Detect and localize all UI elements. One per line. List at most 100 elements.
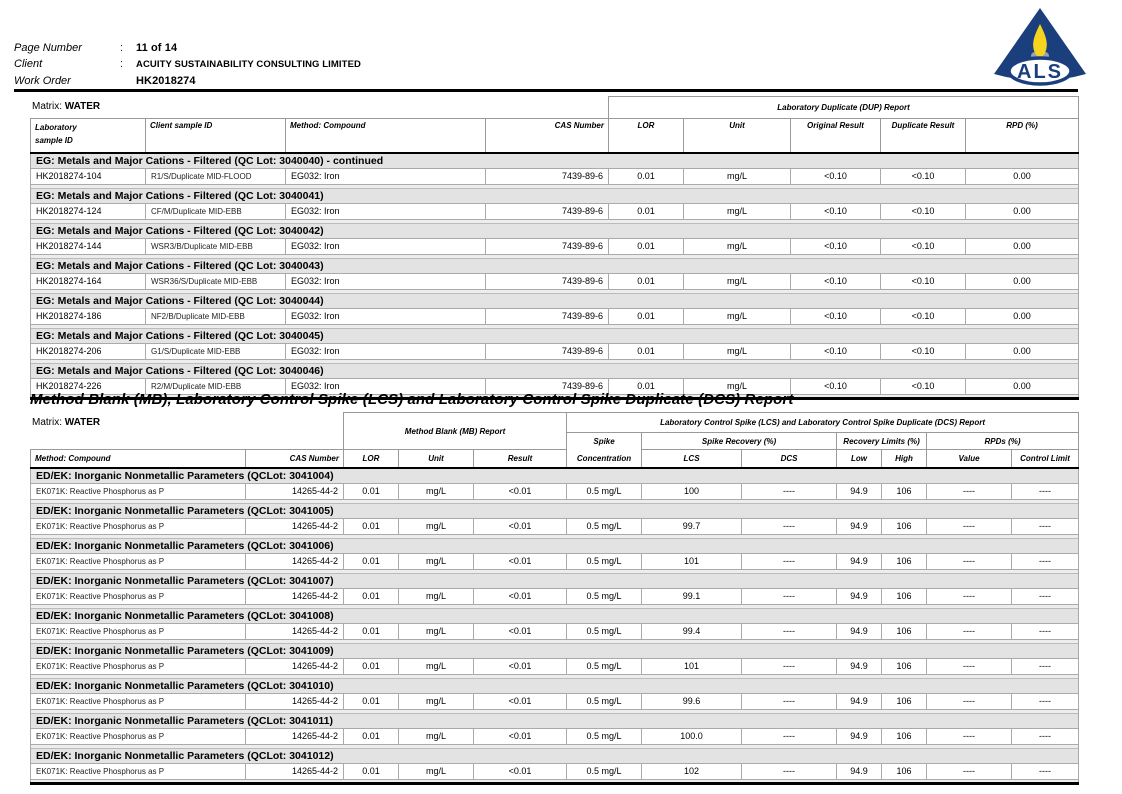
cell-value: ---- <box>926 692 1013 710</box>
qc-lot-group-header: ED/EK: Inorganic Nonmetallic Parameters … <box>29 572 1080 588</box>
cell-compound: EK071K: Reactive Phosphorus as P <box>30 727 246 745</box>
table-row: EK071K: Reactive Phosphorus as P 14265-44… <box>30 692 1080 710</box>
client-value: ACUITY SUSTAINABILITY CONSULTING LIMITED <box>136 59 361 70</box>
cell-rpd: 0.00 <box>964 272 1080 290</box>
cell-duplicate-result: <0.10 <box>880 377 966 395</box>
row-spacer <box>29 639 1080 643</box>
table-row: EK071K: Reactive Phosphorus as P 14265-44… <box>30 517 1080 535</box>
cell-lcs: 99.4 <box>641 622 743 640</box>
cell-original-result: <0.10 <box>790 377 881 395</box>
cell-cas-number: 7439-89-6 <box>485 377 609 395</box>
cell-lor: 0.01 <box>343 587 399 605</box>
header-spacer <box>31 97 609 119</box>
cell-value: ---- <box>926 552 1013 570</box>
cell-compound: EK071K: Reactive Phosphorus as P <box>30 657 246 675</box>
cell-lor: 0.01 <box>608 307 684 325</box>
cell-rpd: 0.00 <box>964 202 1080 220</box>
cell-high: 106 <box>881 482 928 500</box>
table-row: HK2018274-186 NF2/B/Duplicate MID-EBB EG03… <box>30 307 1080 325</box>
cell-client-sample-id: R2/M/Duplicate MID-EBB <box>145 377 286 395</box>
cell-control-limit: ---- <box>1011 762 1080 780</box>
col-header-method-compound: Method: Compound <box>285 118 486 154</box>
cell-compound: EG032: Iron <box>285 272 486 290</box>
cell-lcs: 101 <box>641 657 743 675</box>
table-row: EK071K: Reactive Phosphorus as P 14265-44… <box>30 552 1080 570</box>
cell-duplicate-result: <0.10 <box>880 272 966 290</box>
cell-value: ---- <box>926 517 1013 535</box>
cell-cas-number: 14265-44-2 <box>245 587 344 605</box>
cell-client-sample-id: WSR36/S/Duplicate MID-EBB <box>145 272 286 290</box>
col-header-rpd: RPD (%) <box>964 118 1080 154</box>
cell-dcs: ---- <box>741 727 838 745</box>
cell-value: ---- <box>926 762 1013 780</box>
col-header-unit: Unit <box>398 449 474 469</box>
matrix-prefix: Matrix: <box>32 101 62 112</box>
cell-unit: mg/L <box>683 202 791 220</box>
col-header-dcs: DCS <box>741 449 838 469</box>
als-logo-graphic: ALS <box>994 8 1086 86</box>
cell-high: 106 <box>881 517 928 535</box>
col-header-cas-number: CAS Number <box>245 449 344 469</box>
logo-ellipse <box>1007 56 1073 86</box>
col-header-unit: Unit <box>683 118 791 154</box>
cell-spike-concentration: 0.5 mg/L <box>566 692 643 710</box>
cell-compound: EG032: Iron <box>285 307 486 325</box>
cell-lcs: 100 <box>641 482 743 500</box>
col-header-result: Result <box>472 449 568 469</box>
cell-high: 106 <box>881 657 928 675</box>
qc-lot-group-header: EG: Metals and Major Cations - Filtered … <box>29 257 1080 273</box>
cell-unit: mg/L <box>398 692 474 710</box>
col-header-method-compound: Method: Compound <box>30 449 246 469</box>
cell-lor: 0.01 <box>343 517 399 535</box>
cell-value: ---- <box>926 622 1013 640</box>
cell-low: 94.9 <box>836 762 883 780</box>
header-divider <box>14 89 1078 92</box>
cell-value: ---- <box>926 727 1013 745</box>
cell-original-result: <0.10 <box>790 167 881 185</box>
table-row: EK071K: Reactive Phosphorus as P 14265-44… <box>30 587 1080 605</box>
col-header-cas-number: CAS Number <box>485 118 609 154</box>
cell-rpd: 0.00 <box>964 377 1080 395</box>
cell-unit: mg/L <box>398 622 474 640</box>
table-row: HK2018274-144 WSR3/B/Duplicate MID-EBB EG0… <box>30 237 1080 255</box>
row-spacer <box>29 744 1080 748</box>
cell-unit: mg/L <box>683 272 791 290</box>
cell-compound: EK071K: Reactive Phosphorus as P <box>30 692 246 710</box>
cell-control-limit: ---- <box>1011 727 1080 745</box>
cell-value: ---- <box>926 657 1013 675</box>
col-header-low: Low <box>836 449 883 469</box>
cell-cas-number: 7439-89-6 <box>485 167 609 185</box>
colon: : <box>120 42 124 54</box>
col-header-value: Value <box>926 449 1013 469</box>
cell-rpd: 0.00 <box>964 167 1080 185</box>
cell-control-limit: ---- <box>1011 692 1080 710</box>
cell-lor: 0.01 <box>343 692 399 710</box>
cell-cas-number: 14265-44-2 <box>245 552 344 570</box>
cell-lab-sample-id: HK2018274-164 <box>30 272 146 290</box>
col-header-original-result: Original Result <box>790 118 881 154</box>
cell-control-limit: ---- <box>1011 657 1080 675</box>
matrix-value: WATER <box>64 101 101 112</box>
table-row: HK2018274-226 R2/M/Duplicate MID-EBB EG032… <box>30 377 1080 395</box>
cell-cas-number: 14265-44-2 <box>245 482 344 500</box>
qc-lot-group-header: ED/EK: Inorganic Nonmetallic Parameters … <box>29 502 1080 518</box>
qc-lot-group-header: EG: Metals and Major Cations - Filtered … <box>29 152 1080 168</box>
cell-spike-concentration: 0.5 mg/L <box>566 482 643 500</box>
cell-lcs: 100.0 <box>641 727 743 745</box>
qc-lot-group-header: ED/EK: Inorganic Nonmetallic Parameters … <box>29 747 1080 763</box>
cell-dcs: ---- <box>741 482 838 500</box>
col-header-lcs: LCS <box>641 449 743 469</box>
cell-compound: EK071K: Reactive Phosphorus as P <box>30 482 246 500</box>
col-header-client-sample-id: Client sample ID <box>145 118 286 154</box>
cell-result: <0.01 <box>472 762 568 780</box>
cell-dcs: ---- <box>741 552 838 570</box>
mb-report-section: Matrix: WATER Method Blank (MB) Report L… <box>29 412 1080 785</box>
col-header-lor: LOR <box>608 118 684 154</box>
cell-cas-number: 7439-89-6 <box>485 342 609 360</box>
recovery-limits-span: Recovery Limits (%) <box>836 432 928 450</box>
cell-control-limit: ---- <box>1011 517 1080 535</box>
qc-lot-group-header: ED/EK: Inorganic Nonmetallic Parameters … <box>29 467 1080 483</box>
cell-lab-sample-id: HK2018274-186 <box>30 307 146 325</box>
cell-dcs: ---- <box>741 692 838 710</box>
